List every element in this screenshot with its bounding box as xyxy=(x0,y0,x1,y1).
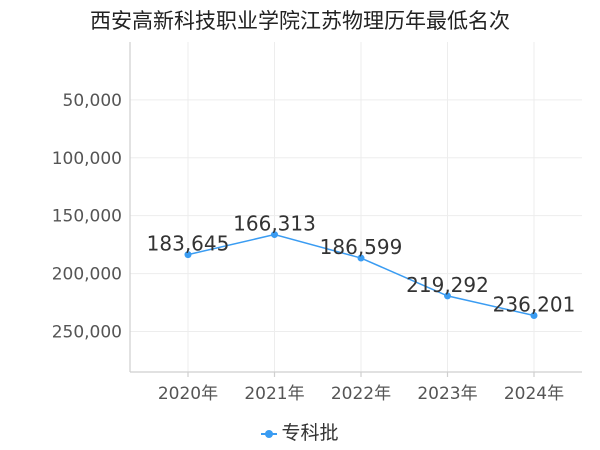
grid xyxy=(130,42,582,372)
x-tick-label: 2023年 xyxy=(417,384,477,404)
y-tick-label: 100,000 xyxy=(52,149,122,169)
data-point xyxy=(184,251,192,259)
data-point xyxy=(271,231,278,239)
legend-marker-icon xyxy=(261,429,278,439)
data-point xyxy=(357,254,365,262)
data-label: 183,645 xyxy=(147,232,230,256)
data-label: 236,201 xyxy=(493,292,576,316)
data-point xyxy=(444,292,451,300)
axes xyxy=(129,42,582,377)
y-tick-label: 50,000 xyxy=(63,91,122,111)
y-tick-label: 250,000 xyxy=(52,322,122,342)
y-tick-label: 150,000 xyxy=(52,207,122,227)
data-label: 186,599 xyxy=(320,235,403,259)
x-tick-label: 2022年 xyxy=(331,384,391,404)
data-label: 219,292 xyxy=(406,273,489,297)
legend-label: 专科批 xyxy=(281,422,339,444)
x-axis-ticks: 2020年 2021年 2022年 2023年 2024年 xyxy=(158,384,564,404)
chart-title: 西安高新科技职业学院江苏物理历年最低名次 xyxy=(90,9,510,33)
legend[interactable]: 专科批 xyxy=(0,418,600,445)
series-layer xyxy=(184,231,538,319)
data-label: 166,313 xyxy=(233,212,316,236)
x-tick-label: 2021年 xyxy=(244,384,304,404)
x-tick-label: 2020年 xyxy=(158,384,218,404)
y-axis-ticks: 50,000 100,000 150,000 200,000 250,000 xyxy=(52,91,122,343)
x-tick-label: 2024年 xyxy=(504,384,564,404)
data-point xyxy=(530,311,538,319)
y-tick-label: 200,000 xyxy=(52,265,122,285)
